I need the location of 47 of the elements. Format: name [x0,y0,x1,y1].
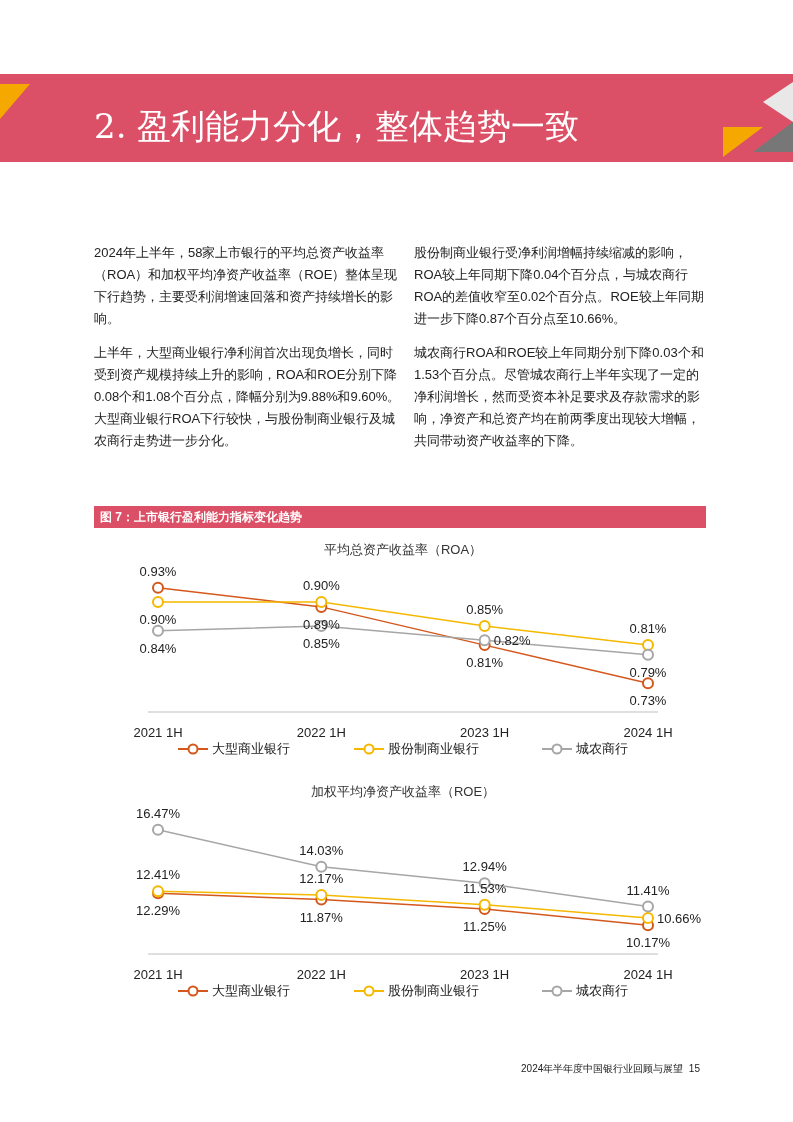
data-label: 11.87% [299,909,344,925]
data-label: 0.81% [466,655,504,671]
text: 城农商行ROA和ROE较上年同期分别下降0.03个和1.53个百分点。尽管城农商行上半年实现了一定的净利润增长，然而受资本补足要求及存款需求的影响，净资产和总资产均在前两季度出现较大增幅，共同带动资产收益率的下降。 [414,344,705,450]
data-label: 0.89% [302,616,341,632]
data-label: 0.93% [139,563,177,579]
x-tick-label: 2022 1H [296,725,346,741]
legend-label: 大型商业银行 [212,740,290,758]
data-label: 12.94% [462,859,508,875]
x-tick-label: 2023 1H [460,725,510,741]
data-label: 0.90% [139,612,177,628]
text: 股份制商业银行受净利润增幅持续缩减的影响，ROA较上年同期下降0.04个百分点，与城农商行ROA的差值收窄至0.02个百分点。ROE较上年同期进一步下降0.87个百分点至10.66%。 [414,244,705,328]
x-tick-label: 2022 1H [296,967,346,983]
data-label: 11.41% [626,882,670,898]
x-tick-label: 2024 1H [623,967,673,983]
data-label: 14.03% [299,842,344,858]
data-label: 12.41% [135,867,181,883]
x-tick-label: 2024 1H [623,725,673,741]
text: 2024年半年度中国银行业回顾与展望 15 [521,1062,700,1076]
legend-label: 股份制商业银行 [387,982,479,1000]
data-label: 11.53% [463,880,507,896]
data-label: 16.47% [135,805,181,821]
chart-title: 平均总资产收益率（ROA） [322,541,484,559]
data-label: 12.17% [299,871,344,886]
legend-label: 城农商行 [576,982,628,1000]
data-label: 0.81% [629,621,667,637]
text: 2024年上半年，58家上市银行的平均总资产收益率（ROA）和加权平均净资产收益率（ROE）整体呈现下行趋势，主要受利润增速回落和资产持续增长的影响。 [94,244,399,328]
chart-title: 加权平均净资产收益率（ROE） [309,783,497,801]
legend-label: 股份制商业银行 [387,740,479,758]
data-label: 10.17% [625,935,671,951]
text: 2. 盈利能力分化，整体趋势一致 [94,105,580,148]
x-tick-label: 2021 1H [133,725,183,741]
data-label: 0.85% [302,636,341,651]
caption: 图 7：上市银行盈利能力指标变化趋势 [94,506,706,528]
data-label: 0.73% [629,693,667,709]
data-label: 0.85% [466,602,504,617]
text: 上半年，大型商业银行净利润首次出现负增长，同时受到资产规模持续上升的影响，ROA和ROE分别下降0.08个和1.08个百分点，降幅分别为9.88%和9.60%。大型商业银行ROA下行较快，与股份制商业银行及城农商行走势进一步分化。 [94,344,402,450]
data-label: 0.84% [139,640,177,656]
data-label: 0.90% [302,578,341,594]
data-label: 10.66% [657,910,702,926]
legend-label: 大型商业银行 [212,982,290,1000]
x-tick-label: 2021 1H [133,967,183,983]
x-tick-label: 2023 1H [460,967,510,983]
legend-label: 城农商行 [576,740,628,758]
data-label: 11.25% [463,918,507,934]
data-label: 0.79% [629,664,667,680]
data-label: 0.82% [493,633,531,649]
data-label: 12.29% [135,903,181,919]
